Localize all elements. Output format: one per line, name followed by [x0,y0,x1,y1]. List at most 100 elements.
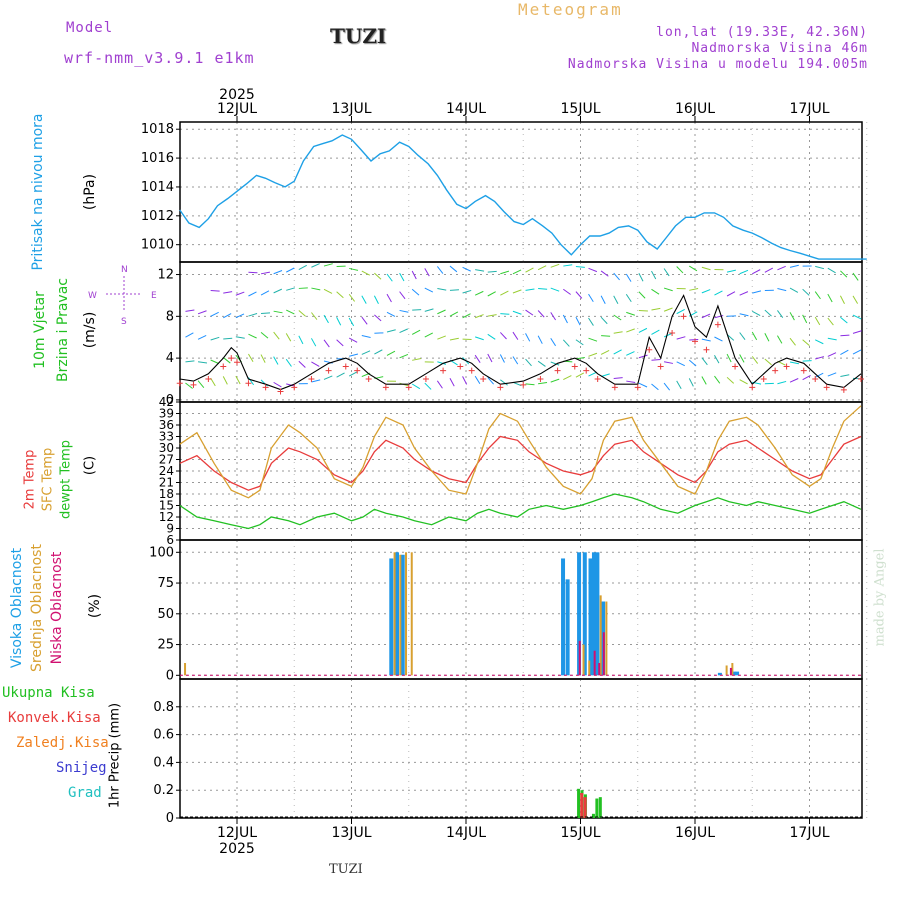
wind-arrow [827,317,834,326]
wind-arrow [512,269,522,275]
wind-arrow [449,265,458,273]
gust-marker [583,367,590,374]
wind-arrow [211,266,217,273]
gust-marker [440,367,447,374]
wind-arrow [840,334,850,337]
precip-total-bar [577,788,581,818]
gust-marker [657,363,664,370]
wind-arrow [198,266,203,274]
gust-marker [480,376,487,383]
wind-arrow [663,332,673,338]
wind-arrow [739,332,746,340]
wind-arrow [399,353,409,359]
wind-arrow [764,267,774,273]
wind-arrow [437,288,447,291]
wind-arrow [701,313,711,319]
wind-arrow [802,374,811,381]
cloud-mid-bar [405,552,408,676]
wind-arrow [197,310,207,315]
wind-arrow [260,379,268,387]
wind-arrow [663,382,671,391]
gust-marker [760,376,767,383]
gust-marker [325,367,332,374]
wind-arrow [475,269,485,272]
year-label-bottom: 2025 [219,841,255,857]
wind-arrow [777,335,783,344]
wind-arrow [210,311,219,317]
legend-total-rain: Ukupna Kisa [2,685,95,701]
y-tick-label: 0 [166,393,174,408]
wind-arrow [349,353,359,357]
wind-arrow [537,335,543,344]
wind-arrow [248,353,254,363]
wind-arrow [575,291,583,299]
wind-arrow [550,378,560,383]
gust-marker [772,367,779,374]
wind-arrow [235,375,241,385]
wind-arrow [688,359,697,367]
gust-marker [468,367,475,374]
wind-arrow [411,288,420,296]
gust-marker [245,380,252,387]
wind-arrow [210,336,220,341]
gust-marker [554,367,561,374]
wind-arrow [739,269,749,275]
wind-arrow [814,372,824,378]
wind-arrow [626,380,636,384]
wind-arrow [600,349,610,355]
wind-arrow [550,361,560,366]
pressure-line [179,134,867,260]
wind-arrow [248,271,258,274]
wind-arrow [197,380,205,388]
wind-arrow [751,356,759,364]
wind-arrow [613,331,623,334]
date-tick-label-top: 16JUL [675,101,715,117]
wind-arrow [424,382,432,390]
wind-arrow [852,349,862,355]
cloud-low-bar [578,640,581,676]
wind-arrow [789,264,799,268]
wind-arrow [197,334,207,340]
date-tick-label-top: 12JUL [217,101,257,117]
wind-arrow [462,289,472,294]
y-tick-label: 1014 [141,180,174,195]
wind-arrow [840,374,850,377]
wind-arrow [802,360,812,362]
wind-arrow [663,361,674,364]
wind-arrow [298,310,307,317]
wind-arrow [285,333,292,342]
gust-marker [537,376,544,383]
cloud-mid-bar [588,660,591,676]
wind-arrow [311,312,318,320]
cloud-high-bar [595,552,600,676]
gust-marker [405,384,412,391]
compass-e: E [151,291,157,301]
cloud-mid-bar [605,601,608,676]
y-tick-label: 27 [159,453,174,467]
wind-arrow [714,336,723,342]
date-tick-label-top: 13JUL [332,101,372,117]
gust-marker [228,355,235,362]
wind-arrow [852,295,859,304]
wind-arrow [815,339,824,345]
wind-arrow [185,382,193,389]
cloud-high-bar [565,579,570,676]
gust-marker [823,384,830,391]
wind-arrow [436,266,444,274]
wind-arrow [260,332,269,339]
wind-arrow [537,310,545,318]
date-tick-label-top: 14JUL [446,101,486,117]
wind-arrow [814,316,821,326]
compass-w: W [88,291,97,301]
y-tick-label: 50 [157,607,174,622]
wind-speed-line [179,294,862,391]
y-tick-label: 0 [166,668,174,683]
y-tick-label: 30 [159,441,174,455]
wind-arrow [236,270,245,273]
footer-station: TUZI [329,862,363,877]
gust-marker [732,363,739,370]
wind-arrow [689,265,698,272]
cloud-low-bar [593,650,596,676]
gust-marker [220,363,227,370]
